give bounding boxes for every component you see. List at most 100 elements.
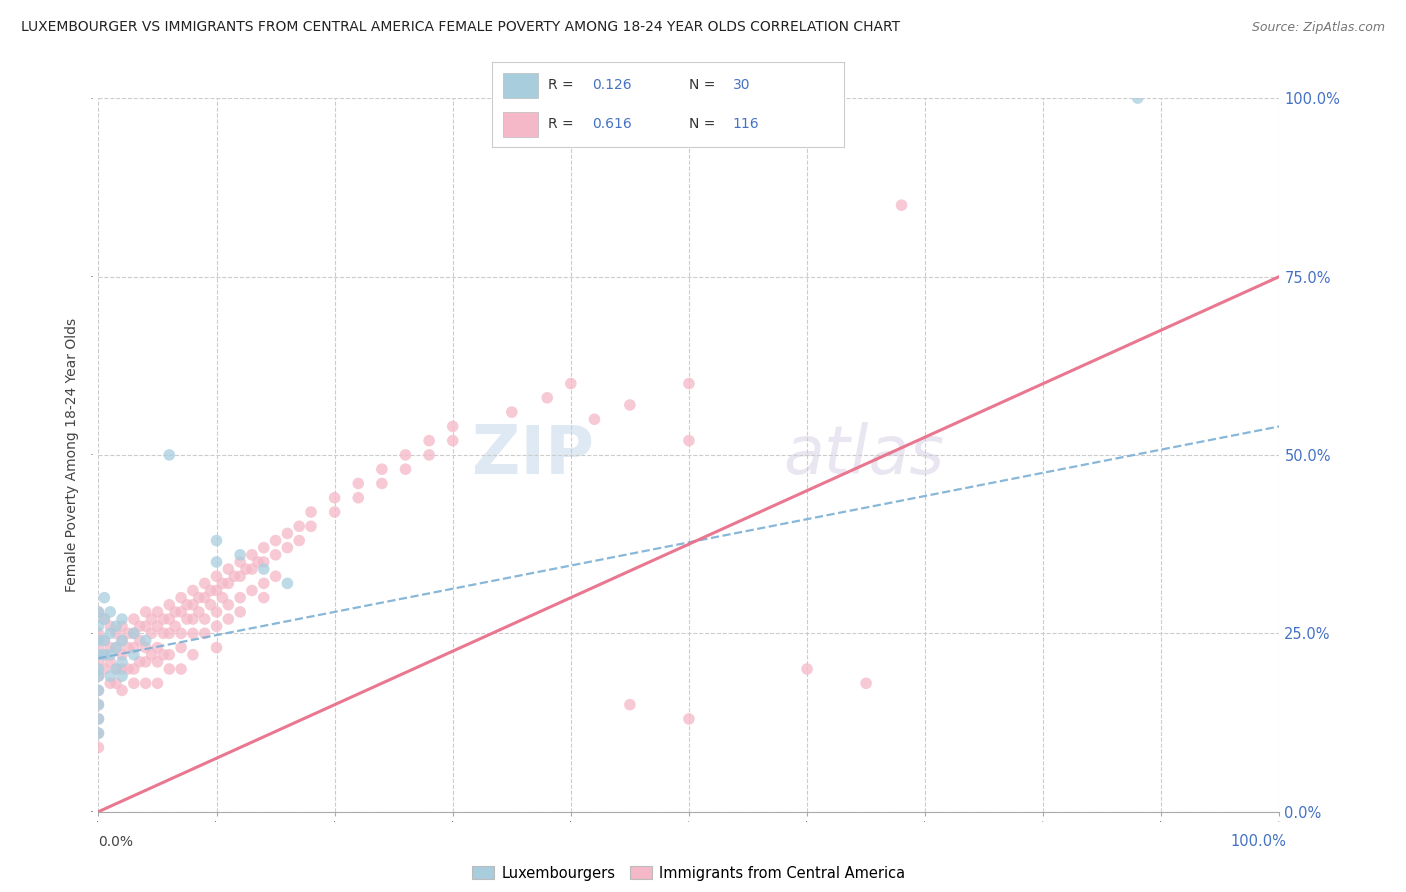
Point xyxy=(205,533,228,548)
Point xyxy=(194,576,217,591)
Point xyxy=(152,612,174,626)
Point xyxy=(141,612,163,626)
Point xyxy=(122,626,145,640)
Text: N =: N = xyxy=(689,118,720,131)
Point xyxy=(152,626,174,640)
Point xyxy=(211,591,233,605)
Point xyxy=(217,598,239,612)
Point xyxy=(560,376,582,391)
Point xyxy=(111,612,134,626)
Point xyxy=(122,676,145,690)
Point xyxy=(128,633,150,648)
Point xyxy=(105,640,128,655)
Point xyxy=(111,619,134,633)
Point xyxy=(87,726,110,740)
Point xyxy=(87,712,110,726)
Point xyxy=(678,434,700,448)
Point xyxy=(98,626,121,640)
Point xyxy=(93,648,115,662)
Point xyxy=(678,376,700,391)
Point xyxy=(200,598,222,612)
Point xyxy=(122,640,145,655)
Text: 100.0%: 100.0% xyxy=(1230,834,1286,848)
Point xyxy=(111,633,134,648)
Point xyxy=(796,662,818,676)
Point xyxy=(157,626,180,640)
Point xyxy=(205,555,228,569)
Point xyxy=(229,605,252,619)
Point xyxy=(394,462,416,476)
Point xyxy=(87,619,110,633)
Point xyxy=(87,683,110,698)
Point xyxy=(111,662,134,676)
Point xyxy=(146,655,169,669)
Point xyxy=(146,640,169,655)
Point xyxy=(205,619,228,633)
Point xyxy=(98,605,121,619)
Point xyxy=(224,569,246,583)
Point xyxy=(98,640,121,655)
Text: atlas: atlas xyxy=(783,422,945,488)
Point xyxy=(165,619,187,633)
Point xyxy=(299,519,322,533)
Point xyxy=(135,633,157,648)
Point xyxy=(253,576,276,591)
Point xyxy=(181,626,204,640)
Point xyxy=(105,626,128,640)
Point xyxy=(194,626,217,640)
Point xyxy=(87,726,110,740)
Point xyxy=(117,662,139,676)
Point xyxy=(170,626,193,640)
Point xyxy=(394,448,416,462)
Point xyxy=(105,662,128,676)
Point xyxy=(288,533,311,548)
Point xyxy=(111,655,134,669)
Point xyxy=(229,591,252,605)
Text: LUXEMBOURGER VS IMMIGRANTS FROM CENTRAL AMERICA FEMALE POVERTY AMONG 18-24 YEAR : LUXEMBOURGER VS IMMIGRANTS FROM CENTRAL … xyxy=(21,21,900,34)
Text: 0.0%: 0.0% xyxy=(98,835,134,848)
Text: R =: R = xyxy=(548,118,578,131)
Text: N =: N = xyxy=(689,78,720,92)
Point xyxy=(111,633,134,648)
Point xyxy=(240,583,263,598)
Point xyxy=(135,605,157,619)
Point xyxy=(87,605,110,619)
Point xyxy=(87,669,110,683)
Point xyxy=(205,605,228,619)
Point xyxy=(299,505,322,519)
Point xyxy=(87,683,110,698)
Point xyxy=(87,698,110,712)
Point xyxy=(347,476,370,491)
Text: 116: 116 xyxy=(733,118,759,131)
Point xyxy=(93,612,115,626)
Point xyxy=(194,612,217,626)
Point xyxy=(211,576,233,591)
Point xyxy=(146,619,169,633)
Text: 0.126: 0.126 xyxy=(592,78,631,92)
Point xyxy=(93,612,115,626)
Point xyxy=(176,598,198,612)
Point xyxy=(157,612,180,626)
FancyBboxPatch shape xyxy=(503,112,537,137)
Point xyxy=(796,91,818,105)
Point xyxy=(253,541,276,555)
Point xyxy=(181,598,204,612)
Point xyxy=(157,448,180,462)
Point xyxy=(264,533,287,548)
Point xyxy=(146,605,169,619)
Point xyxy=(146,676,169,690)
Point xyxy=(253,591,276,605)
Point xyxy=(240,548,263,562)
Point xyxy=(135,640,157,655)
Point xyxy=(441,434,464,448)
Point xyxy=(246,555,269,569)
Point xyxy=(323,505,346,519)
Point xyxy=(135,655,157,669)
Point xyxy=(93,648,115,662)
Point xyxy=(141,648,163,662)
Point xyxy=(87,648,110,662)
Point xyxy=(122,612,145,626)
Point xyxy=(170,605,193,619)
Point xyxy=(111,683,134,698)
Point xyxy=(122,662,145,676)
